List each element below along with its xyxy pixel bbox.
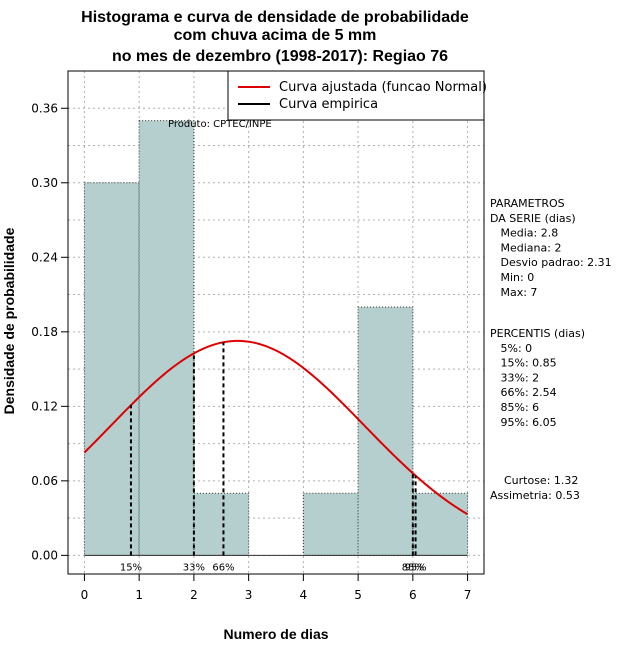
params-line-3: Mediana: 2 — [490, 241, 561, 254]
y-axis: 0.00 0.06 0.12 0.18 0.24 0.30 0.36 — [31, 101, 69, 562]
percentis-line-6: 95%: 6.05 — [490, 416, 557, 429]
x-axis-label: Numero de dias — [223, 626, 328, 642]
y-tick-label-2: 0.12 — [31, 399, 58, 413]
y-tick-label-6: 0.36 — [31, 101, 58, 115]
x-tick-label-6: 6 — [409, 588, 417, 602]
y-tick-label-1: 0.06 — [31, 474, 58, 488]
legend-box — [227, 70, 485, 121]
x-tick-label-5: 5 — [354, 588, 362, 602]
percentile-label-3: 85% — [402, 562, 424, 573]
legend: Curva ajustada (funcao Normal) Curva emp… — [227, 70, 487, 121]
chart-title-line-1: Histograma e curva de densidade de proba… — [81, 9, 469, 26]
histogram-bar-2 — [193, 492, 250, 556]
percentis-line-2: 15%: 0.85 — [490, 357, 557, 370]
percentis-line-4: 66%: 2.54 — [490, 386, 557, 399]
chart-title-line-3: no mes de dezembro (1998-2017): Regiao 7… — [112, 48, 448, 65]
percentis-line-3: 33%: 2 — [490, 371, 539, 384]
histogram-bar-6 — [412, 492, 469, 556]
product-annotation: Produto: CPTEC/INPE — [168, 119, 272, 130]
params-line-5: Min: 0 — [490, 271, 534, 284]
normal-curve-layer — [83, 339, 469, 516]
percentis-line-0: PERCENTIS (dias) — [490, 327, 585, 340]
percentile-label-0: 15% — [120, 562, 142, 573]
params-line-1: DA SERIE (dias) — [490, 212, 576, 225]
x-tick-label-7: 7 — [464, 588, 472, 602]
params-line-6: Max: 7 — [490, 286, 537, 299]
params-line-0: PARAMETROS — [490, 197, 565, 210]
histogram-bars — [83, 120, 469, 556]
percentis-line-5: 85%: 6 — [490, 401, 539, 414]
y-tick-label-3: 0.18 — [31, 325, 58, 339]
y-tick-label-5: 0.30 — [31, 176, 58, 190]
x-tick-label-4: 4 — [300, 588, 308, 602]
x-tick-label-1: 1 — [135, 588, 143, 602]
legend-label-empirical: Curva empirica — [279, 97, 378, 112]
percentile-label-4: 95% — [404, 562, 426, 573]
stats-line-0: Curtose: 1.32 — [490, 474, 578, 487]
x-tick-label-2: 2 — [190, 588, 198, 602]
x-tick-label-0: 0 — [81, 588, 89, 602]
percentis-line-1: 5%: 0 — [490, 342, 532, 355]
y-tick-label-0: 0.00 — [31, 548, 58, 562]
histogram-bar-4 — [302, 492, 359, 556]
x-tick-label-3: 3 — [245, 588, 253, 602]
params-line-2: Media: 2.8 — [490, 227, 558, 240]
legend-label-normal: Curva ajustada (funcao Normal) — [279, 80, 487, 95]
y-axis-label: Densidade de probabilidade — [1, 227, 17, 414]
histogram-bar-1 — [138, 120, 195, 556]
normal-curve — [83, 339, 469, 516]
chart-title-line-2: com chuva acima de 5 mm — [174, 27, 377, 44]
params-line-4: Desvio padrao: 2.31 — [490, 256, 612, 269]
percentile-label-2: 66% — [212, 562, 234, 573]
percentile-lines: 15% 33% 66% 85%95% — [120, 342, 427, 573]
histogram-bar-5 — [357, 306, 414, 556]
histogram-bar-0 — [83, 182, 140, 556]
statistics-panel: PARAMETROS DA SERIE (dias) Media: 2.8 Med… — [490, 197, 612, 502]
stats-line-1: Assimetria: 0.53 — [490, 489, 580, 502]
percentile-label-1: 33% — [183, 562, 205, 573]
x-axis: 0 1 2 3 4 5 6 7 — [81, 573, 472, 602]
y-tick-label-4: 0.24 — [31, 250, 58, 264]
